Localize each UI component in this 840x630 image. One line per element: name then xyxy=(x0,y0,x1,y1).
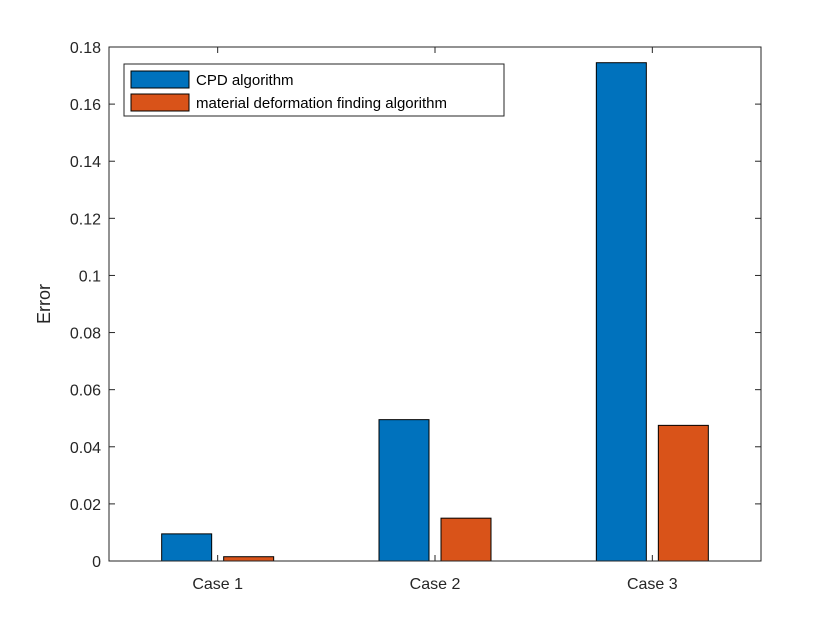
y-tick-label: 0.14 xyxy=(70,154,101,171)
bars xyxy=(161,62,709,562)
x-tick-label: Case 3 xyxy=(627,576,678,593)
axes: 0 0.02 0.04 0.06 0.08 0.1 0.12 0.14 0.16 0.18 Case… xyxy=(70,40,762,593)
y-tick-label: 0.08 xyxy=(70,326,101,343)
y-tick-label: 0.06 xyxy=(70,383,101,400)
y-tick-label: 0.04 xyxy=(70,440,101,457)
bar-cpd-case-1 xyxy=(161,533,213,562)
bar-mdf-case-2 xyxy=(440,517,492,562)
plot-background xyxy=(109,47,761,561)
legend-swatch-mdf xyxy=(130,93,190,112)
y-axis-title: Error xyxy=(34,284,54,324)
legend-label-cpd: CPD algorithm xyxy=(196,72,294,89)
bar-cpd-case-2 xyxy=(378,419,430,562)
y-tick-label: 0.12 xyxy=(70,211,101,228)
x-tick-label: Case 2 xyxy=(410,576,461,593)
y-tick-label: 0.16 xyxy=(70,97,101,114)
y-tick-label: 0.18 xyxy=(70,40,101,57)
bar-mdf-case-1 xyxy=(223,556,275,562)
x-tick-label: Case 1 xyxy=(192,576,243,593)
legend-label-mdf: material deformation finding algorithm xyxy=(196,95,447,112)
y-tick-label: 0 xyxy=(92,554,101,571)
legend: CPD algorithm material deformation findin… xyxy=(123,63,505,117)
plot-area xyxy=(109,47,761,561)
y-tick-label: 0.1 xyxy=(79,268,101,285)
y-tick-label: 0.02 xyxy=(70,497,101,514)
bar-cpd-case-3 xyxy=(595,62,647,562)
bar-mdf-case-3 xyxy=(657,424,709,562)
legend-swatch-cpd xyxy=(130,70,190,89)
